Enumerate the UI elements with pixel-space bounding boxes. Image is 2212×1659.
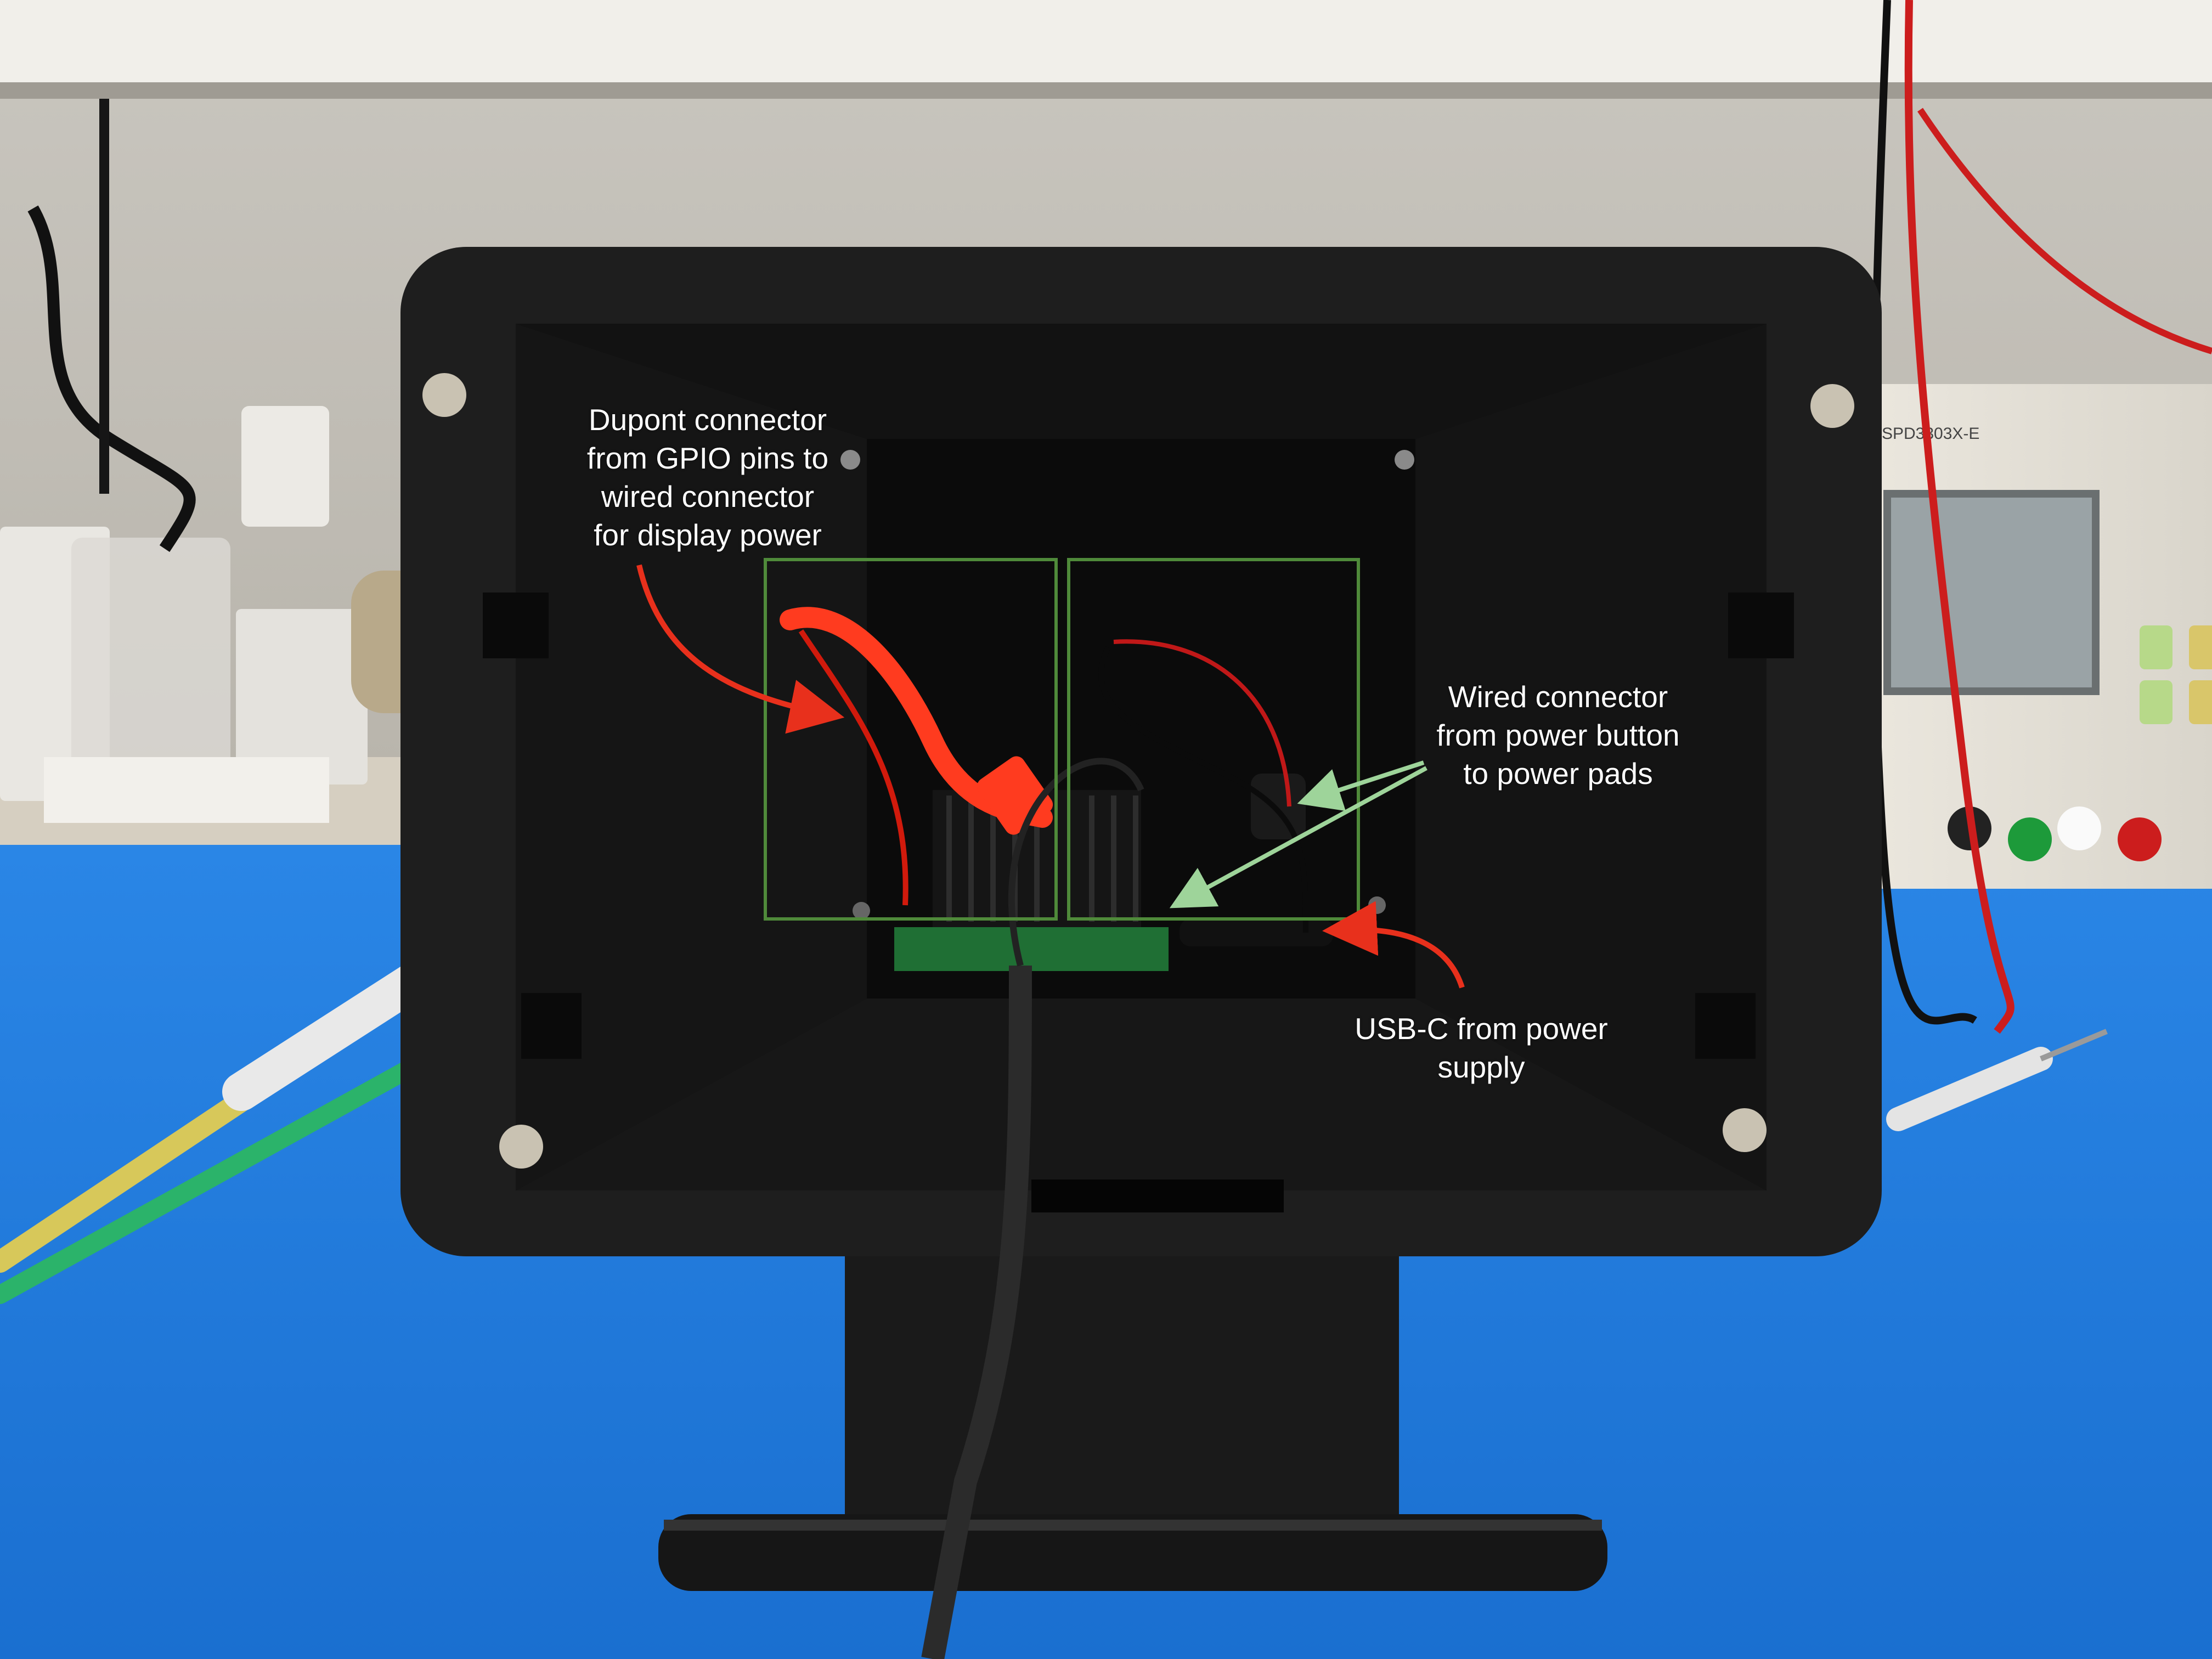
arrow-power-button-a: [1297, 760, 1425, 811]
psu-terminal: [2057, 806, 2101, 850]
arrow-dupont: [636, 564, 845, 734]
cavity-right-wall: [1415, 324, 1767, 1190]
highlight-box-left: [764, 558, 1058, 921]
power-button: [1251, 774, 1306, 839]
screwdriver-shaft: [2040, 1029, 2108, 1062]
psu-button: [2140, 680, 2172, 724]
black-wire: [1098, 646, 1308, 933]
annotation-usb-c-supply: USB-C from power supply: [1355, 1012, 1608, 1084]
shelf-shadow: [0, 82, 2212, 99]
arrow-usb-c: [1322, 901, 1465, 989]
mounting-slot: [521, 993, 582, 1059]
red-probe-lead: [1917, 108, 2212, 354]
red-probe-lead: [1904, 0, 2015, 1034]
cavity-left-wall: [516, 324, 867, 1190]
arrow-power-button-b: [1169, 766, 1427, 909]
storage-container: [71, 538, 230, 768]
small-screwdriver: [1886, 1047, 2053, 1131]
storage-container: [236, 609, 368, 785]
corner-magnet: [1723, 1108, 1767, 1152]
cavity-bottom-wall: [516, 998, 1767, 1190]
circuit-board: [894, 927, 1169, 971]
screw: [853, 902, 870, 919]
corner-magnet: [499, 1125, 543, 1169]
mounting-slot: [483, 592, 549, 658]
cavity-top-wall: [516, 324, 1767, 439]
enclosure-stand: [845, 1218, 1399, 1525]
screw: [840, 450, 860, 470]
tray: [44, 757, 329, 823]
red-wire: [798, 629, 909, 906]
screw: [1395, 450, 1414, 470]
ribbon-cable: [921, 965, 1032, 1659]
usb-c-plug: [1180, 919, 1333, 946]
probe-clip: [0, 1055, 426, 1304]
shelf: [0, 0, 2212, 82]
power-plug: [241, 406, 329, 527]
screw: [1368, 896, 1386, 914]
psu-button: [2189, 625, 2212, 669]
mounting-slot: [1728, 592, 1794, 658]
annotation-dupont-connector: Dupont connector from GPIO pins to wired…: [586, 403, 829, 552]
psu-terminal: [2118, 817, 2162, 861]
psu-button: [2140, 625, 2172, 669]
cable-slot: [1031, 1180, 1284, 1212]
ribbon-cable-loop: [1008, 758, 1144, 967]
psu-terminal: [2008, 817, 2052, 861]
psu-button: [2189, 680, 2212, 724]
corner-magnet: [422, 373, 466, 417]
red-black-pair: [1113, 639, 1291, 807]
highlight-box-right: [1067, 558, 1360, 921]
stand-foot-highlight: [664, 1520, 1602, 1531]
power-supply-screen: [1883, 490, 2100, 695]
mounting-slot: [1695, 993, 1756, 1059]
corner-magnet: [1810, 384, 1854, 428]
annotation-power-button-connector: Wired connector from power button to pow…: [1436, 680, 1680, 791]
stand-foot: [658, 1514, 1607, 1591]
